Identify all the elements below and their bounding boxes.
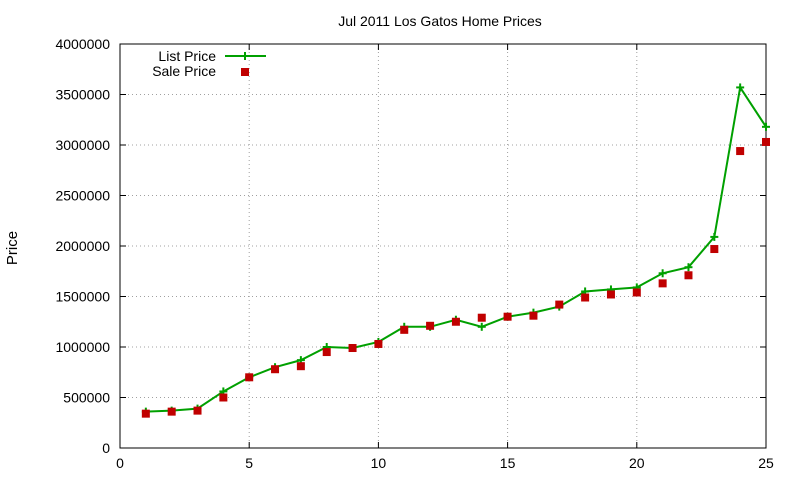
axes bbox=[119, 43, 767, 449]
data-point bbox=[658, 279, 667, 288]
series-sale-price bbox=[141, 137, 770, 418]
data-point bbox=[684, 263, 693, 272]
y-tick-label: 3500000 bbox=[55, 87, 110, 103]
legend-label-list-price: List Price bbox=[158, 48, 216, 64]
data-point bbox=[684, 271, 693, 280]
y-tick-label: 2000000 bbox=[55, 238, 110, 254]
legend-marker-sale-price bbox=[241, 68, 249, 76]
data-point bbox=[451, 317, 460, 326]
y-tick-label: 0 bbox=[102, 440, 110, 456]
x-tick-label: 10 bbox=[371, 455, 387, 471]
data-point bbox=[322, 348, 331, 357]
data-point bbox=[632, 288, 641, 297]
data-point bbox=[167, 407, 176, 416]
y-tick-label: 1000000 bbox=[55, 339, 110, 355]
data-point bbox=[477, 322, 486, 331]
x-tick-label: 20 bbox=[629, 455, 645, 471]
data-point bbox=[762, 137, 770, 146]
data-point bbox=[581, 293, 590, 302]
data-point bbox=[219, 393, 228, 402]
y-axis-label: Price bbox=[4, 231, 21, 265]
legend-marker-list-price bbox=[241, 52, 249, 60]
data-point bbox=[503, 312, 512, 321]
data-point bbox=[477, 313, 486, 322]
x-tick-label: 0 bbox=[116, 455, 124, 471]
x-tick-label: 25 bbox=[758, 455, 774, 471]
y-tick-label: 4000000 bbox=[55, 36, 110, 52]
data-point bbox=[374, 339, 383, 348]
data-point bbox=[555, 300, 564, 309]
data-point bbox=[271, 365, 280, 374]
legend-plus bbox=[241, 52, 249, 60]
chart-title: Jul 2011 Los Gatos Home Prices bbox=[338, 13, 542, 29]
data-point bbox=[710, 232, 719, 241]
data-point bbox=[245, 373, 254, 382]
y-tick-label: 2500000 bbox=[55, 188, 110, 204]
data-point bbox=[710, 245, 719, 254]
data-point bbox=[762, 122, 770, 131]
series bbox=[141, 83, 770, 418]
data-point bbox=[141, 409, 150, 418]
data-point bbox=[348, 344, 357, 353]
x-tick-label: 5 bbox=[245, 455, 253, 471]
y-tick-label: 1500000 bbox=[55, 289, 110, 305]
data-point bbox=[529, 311, 538, 320]
data-point bbox=[193, 406, 202, 415]
data-point bbox=[426, 321, 435, 330]
data-point bbox=[296, 362, 305, 371]
x-tick-label: 15 bbox=[500, 455, 516, 471]
legend: List Price Sale Price bbox=[152, 48, 266, 79]
data-point bbox=[736, 147, 745, 156]
data-point bbox=[658, 269, 667, 278]
tick-labels: 0 5 10 15 20 25 0 500000 1000000 1500000 2000000 25… bbox=[55, 36, 774, 471]
data-point bbox=[606, 290, 615, 299]
data-point bbox=[736, 83, 745, 92]
y-tick-label: 3000000 bbox=[55, 137, 110, 153]
legend-label-sale-price: Sale Price bbox=[152, 63, 216, 79]
data-point bbox=[400, 325, 409, 334]
y-tick-label: 500000 bbox=[63, 390, 110, 406]
